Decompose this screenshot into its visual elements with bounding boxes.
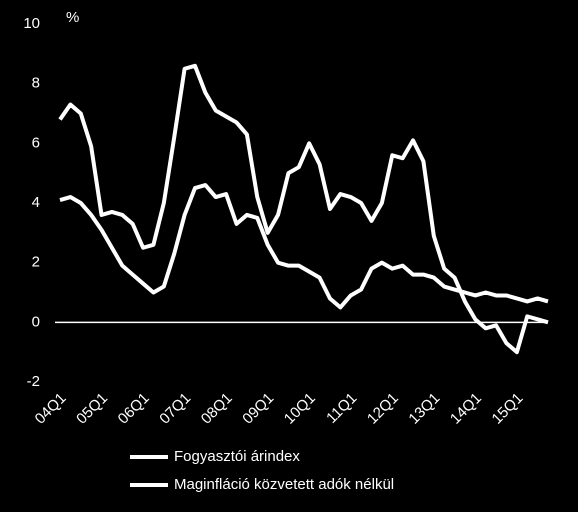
- y-tick-label: 6: [32, 134, 40, 151]
- x-tick-label: 10Q1: [281, 390, 319, 428]
- series-line: [58, 63, 549, 355]
- series-line: [59, 183, 549, 310]
- x-tick-label: 09Q1: [239, 390, 277, 428]
- y-tick-label: 4: [32, 194, 40, 211]
- x-tick-label: 11Q1: [323, 390, 360, 427]
- y-tick-label: 10: [23, 15, 40, 32]
- x-tick-label: 06Q1: [115, 390, 153, 428]
- y-tick-label: 2: [32, 254, 40, 271]
- x-tick-label: 14Q1: [447, 390, 485, 428]
- y-tick-label: -2: [27, 373, 40, 390]
- legend-label: Fogyasztói árindex: [174, 448, 300, 465]
- x-tick-label: 05Q1: [73, 390, 111, 428]
- y-unit: %: [66, 9, 79, 26]
- x-tick-label: 12Q1: [364, 390, 402, 428]
- x-tick-label: 07Q1: [156, 390, 194, 428]
- legend-label: Maginfláció közvetett adók nélkül: [174, 476, 394, 493]
- x-tick-label: 13Q1: [405, 390, 443, 428]
- y-tick-label: 0: [32, 313, 40, 330]
- x-tick-label: 04Q1: [32, 390, 70, 428]
- x-tick-label: 08Q1: [198, 390, 236, 428]
- x-tick-label: 15Q1: [489, 390, 527, 428]
- y-tick-label: 8: [32, 75, 40, 92]
